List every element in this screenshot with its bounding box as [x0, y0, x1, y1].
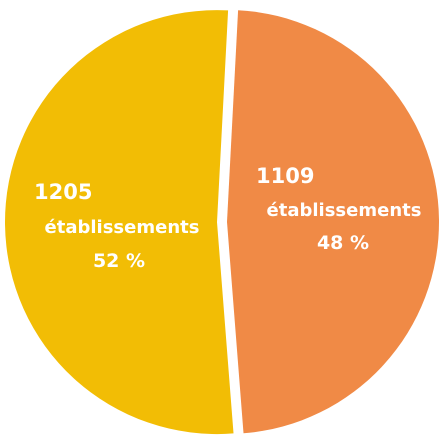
slice-1205-unit-label: établissements [45, 217, 200, 238]
slice-1205-percent-label: 52 % [93, 250, 145, 272]
slice-1205-count-label: 1205 [34, 180, 92, 204]
pie-slice-1109 [226, 10, 439, 434]
slices-layer [5, 10, 439, 435]
slice-1109-percent-label: 48 % [317, 232, 369, 254]
slice-1109-unit-label: établissements [267, 200, 422, 221]
slice-1109-count-label: 1109 [256, 164, 314, 188]
labels-layer: 1109 établissements 48 % 1205 établissem… [34, 164, 421, 272]
pie-slice-1205 [5, 10, 234, 435]
